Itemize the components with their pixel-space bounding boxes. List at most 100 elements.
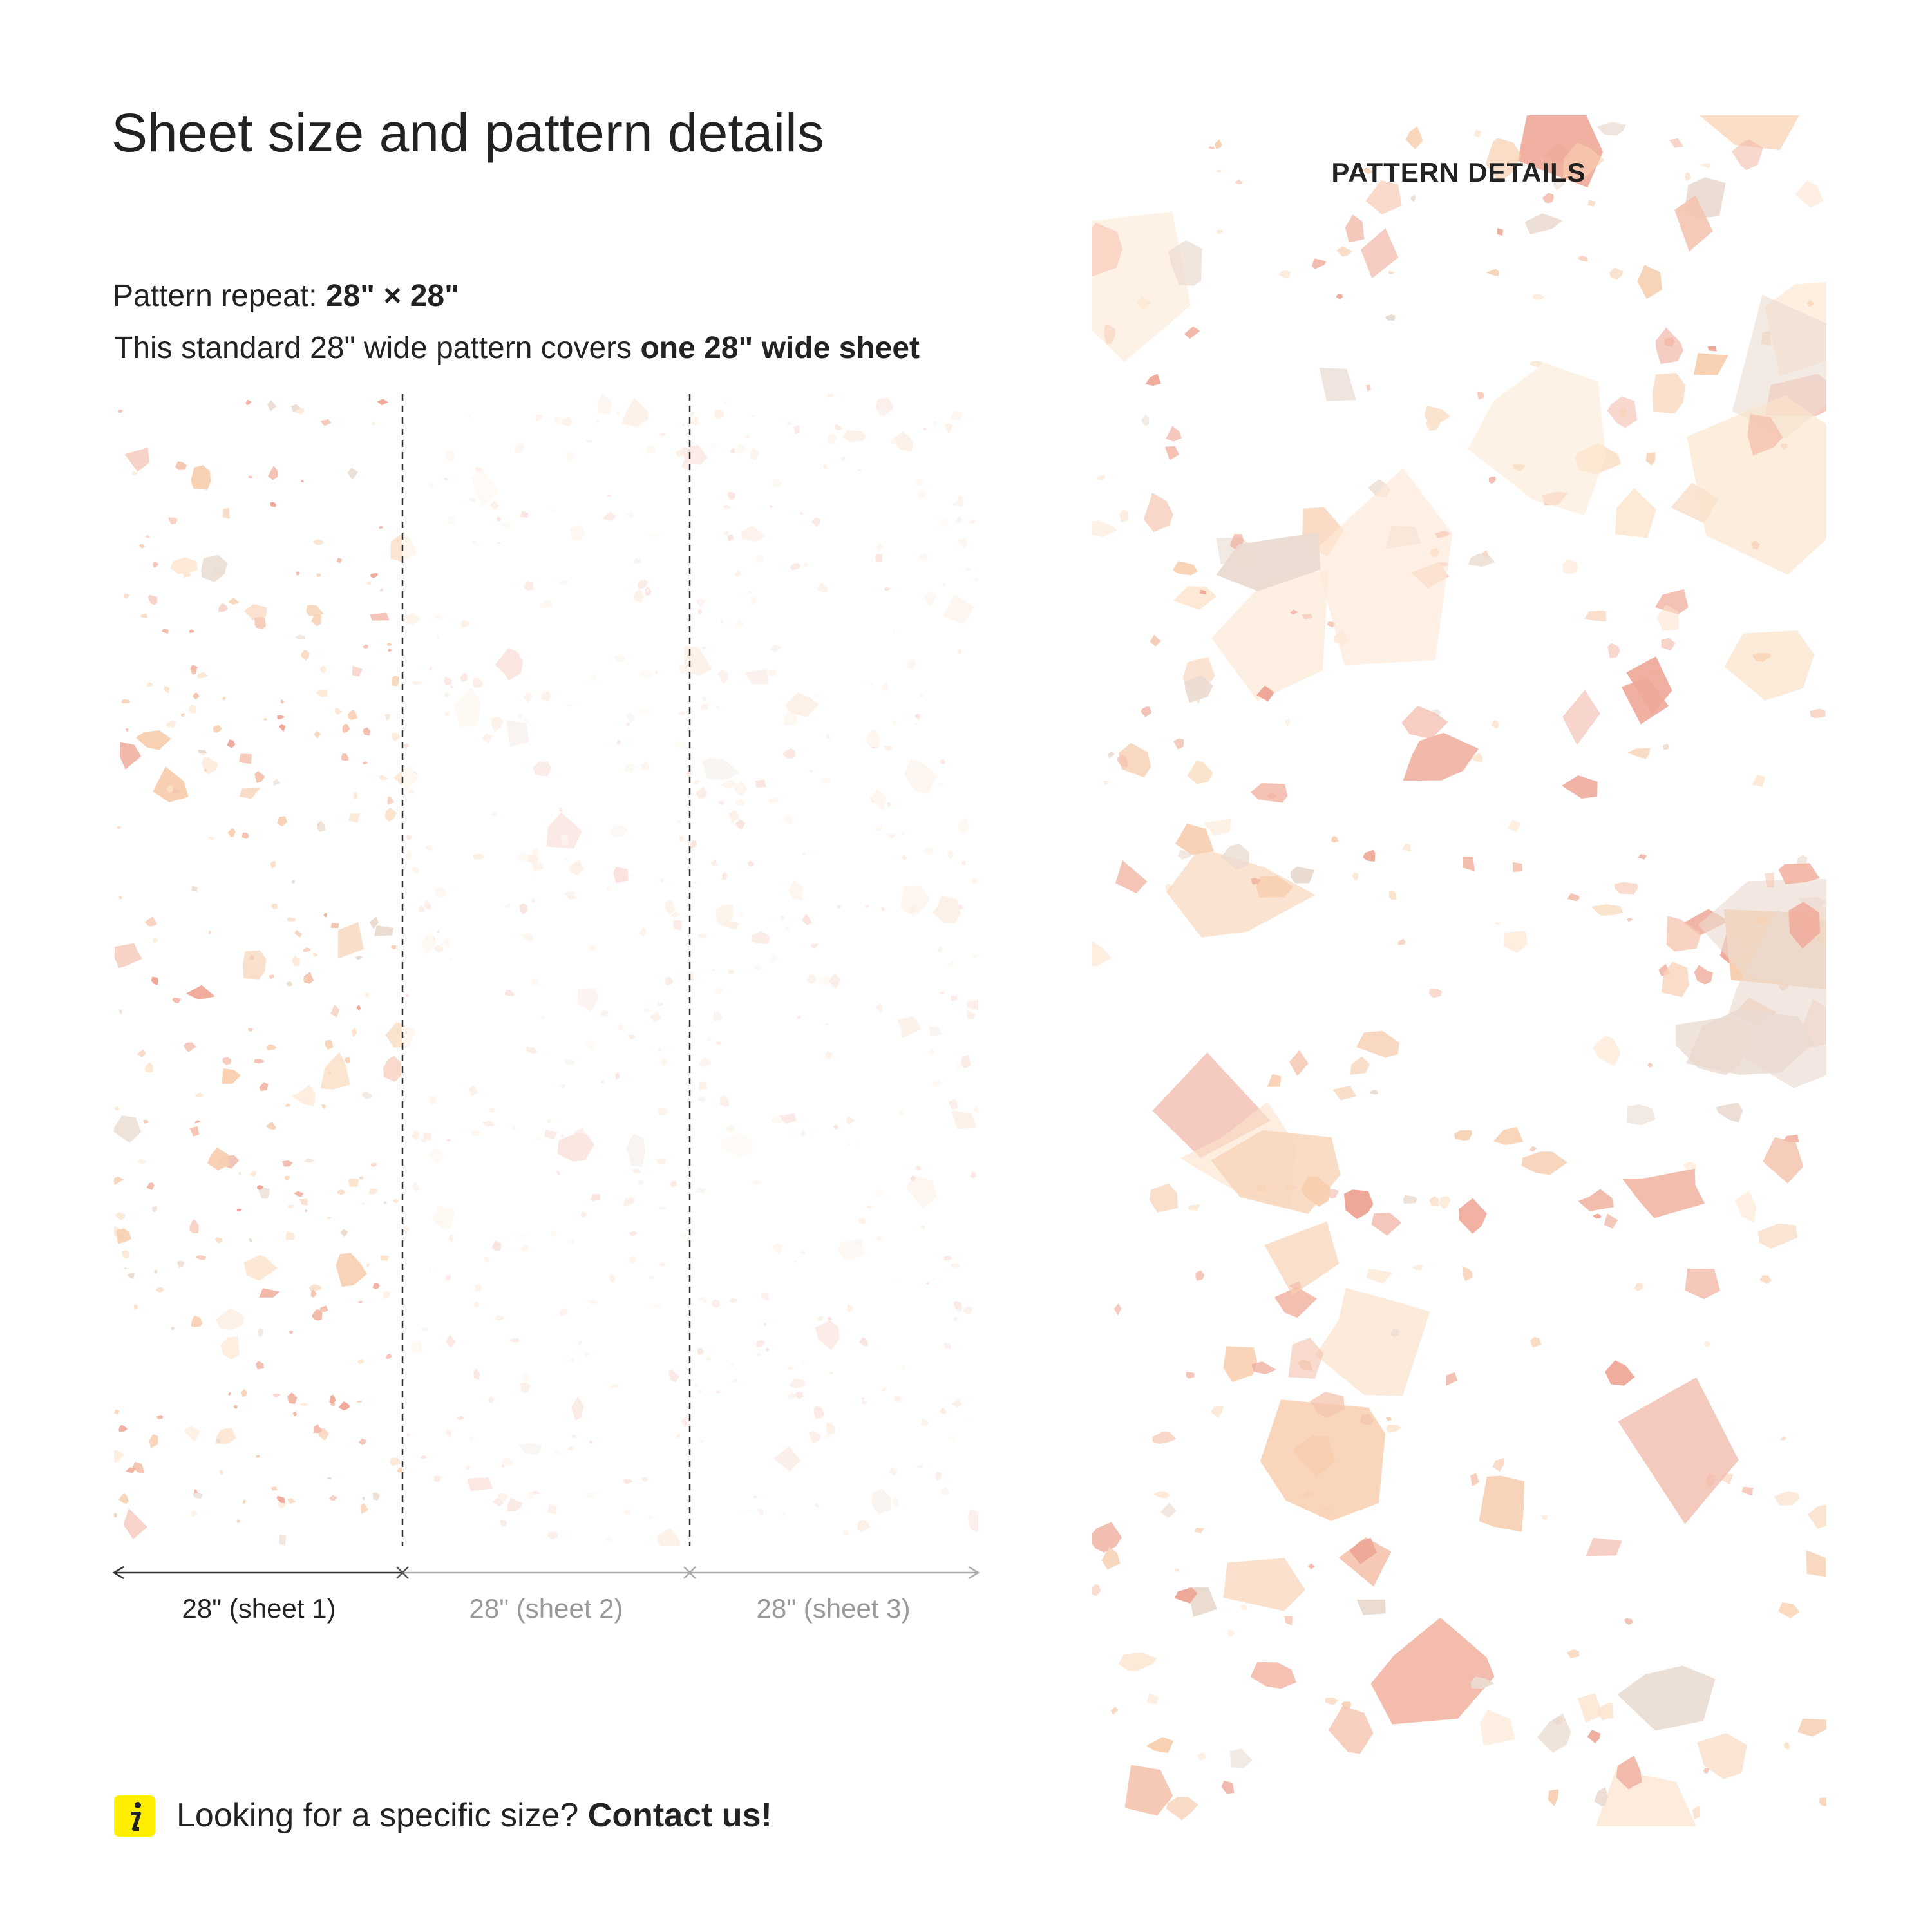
terrazzo-chip: [166, 784, 174, 793]
terrazzo-chip: [1609, 267, 1624, 280]
terrazzo-chip: [1204, 819, 1231, 836]
terrazzo-chip: [118, 1425, 128, 1432]
terrazzo-chip: [1210, 1406, 1224, 1418]
terrazzo-chip: [1562, 775, 1598, 799]
terrazzo-chip: [1552, 1716, 1564, 1726]
terrazzo-chip: [270, 860, 276, 869]
terrazzo-chip: [1124, 1765, 1173, 1816]
terrazzo-chip: [1264, 1221, 1340, 1296]
terrazzo-chip: [1227, 1629, 1236, 1637]
terrazzo-chip: [1092, 1584, 1101, 1596]
terrazzo-chip: [310, 1289, 317, 1298]
terrazzo-chip: [1149, 1183, 1178, 1213]
terrazzo-chip: [208, 836, 215, 840]
text: This standard 28" wide pattern covers: [114, 331, 632, 365]
terrazzo-chip: [151, 1205, 158, 1213]
terrazzo-chip: [175, 461, 187, 470]
terrazzo-chip: [337, 1189, 346, 1195]
terrazzo-chip: [239, 788, 261, 799]
terrazzo-chip: [195, 1255, 207, 1260]
terrazzo-chip: [391, 675, 399, 687]
terrazzo-chip: [124, 1267, 128, 1269]
terrazzo-chip: [1240, 1604, 1247, 1611]
terrazzo-chip: [123, 1508, 147, 1539]
terrazzo-chip: [257, 1184, 263, 1190]
terrazzo-chip: [323, 913, 327, 918]
terrazzo-chip: [328, 1495, 338, 1501]
terrazzo-chip: [1184, 675, 1213, 703]
terrazzo-chip: [1578, 1189, 1614, 1211]
terrazzo-chip: [1216, 169, 1222, 173]
terrazzo-chip: [1197, 1752, 1207, 1761]
terrazzo-chip: [1164, 446, 1179, 460]
terrazzo-chip: [1092, 211, 1191, 362]
terrazzo-chip: [132, 471, 138, 476]
terrazzo-chip: [256, 1455, 260, 1458]
terrazzo-chip: [183, 1042, 197, 1052]
terrazzo-chip: [222, 696, 226, 701]
terrazzo-chip: [1586, 1537, 1622, 1557]
terrazzo-chip: [1724, 630, 1814, 701]
terrazzo-chip: [370, 573, 379, 578]
terrazzo-chip: [287, 1392, 298, 1405]
terrazzo-chip: [1349, 1056, 1370, 1075]
terrazzo-chip: [1596, 1703, 1613, 1721]
terrazzo-chip: [215, 1428, 236, 1444]
terrazzo-chip: [1752, 653, 1772, 662]
terrazzo-chip: [1494, 922, 1501, 925]
terrazzo-chip: [114, 1450, 124, 1463]
terrazzo-chip: [1143, 493, 1173, 533]
terrazzo-chip: [312, 540, 324, 545]
terrazzo-chip: [1284, 1616, 1293, 1626]
terrazzo-chip: [1774, 1491, 1800, 1506]
terrazzo-chip: [147, 594, 158, 605]
terrazzo-chip: [1470, 1473, 1479, 1487]
terrazzo-chip: [114, 943, 142, 969]
terrazzo-chip: [1551, 177, 1565, 191]
terrazzo-chip: [1594, 1786, 1608, 1806]
terrazzo-chip: [1256, 875, 1294, 898]
terrazzo-chip: [1361, 228, 1399, 279]
terrazzo-chip: [359, 1176, 365, 1180]
terrazzo-chip: [193, 1492, 203, 1499]
terrazzo-chip: [342, 724, 350, 734]
terrazzo-chip: [194, 1120, 201, 1124]
terrazzo-chip: [201, 554, 228, 582]
terrazzo-chip: [1446, 1372, 1458, 1386]
terrazzo-chip: [1429, 1195, 1439, 1206]
terrazzo-chip: [259, 1288, 280, 1298]
terrazzo-chip: [132, 1461, 145, 1473]
terrazzo-chip: [1385, 314, 1396, 321]
terrazzo-chip: [357, 1359, 365, 1364]
terrazzo-chip: [1311, 258, 1327, 269]
contact-link[interactable]: Contact us!: [587, 1797, 772, 1834]
terrazzo-chip: [266, 1044, 277, 1051]
terrazzo-chip: [1390, 1328, 1400, 1338]
terrazzo-chip: [377, 399, 389, 406]
terrazzo-chip: [327, 1217, 332, 1219]
terrazzo-chip: [299, 1402, 309, 1407]
terrazzo-chip: [296, 571, 299, 576]
terrazzo-chip: [362, 761, 368, 765]
terrazzo-chip: [362, 1496, 365, 1501]
terrazzo-chip: [1687, 395, 1826, 575]
terrazzo-chip: [1638, 854, 1647, 860]
terrazzo-chip: [1807, 1504, 1826, 1530]
terrazzo-chip: [1626, 917, 1634, 922]
terrazzo-chip: [1731, 139, 1763, 171]
terrazzo-chip: [1616, 1756, 1642, 1790]
terrazzo-chip: [1806, 299, 1815, 307]
terrazzo-chip: [1645, 452, 1656, 466]
terrazzo-chip: [1470, 1676, 1495, 1689]
terrazzo-chip: [291, 955, 300, 967]
terrazzo-chip: [254, 1059, 265, 1064]
terrazzo-chip: [1491, 720, 1500, 729]
terrazzo-chip: [1110, 1707, 1119, 1715]
terrazzo-chip: [207, 1147, 230, 1171]
terrazzo-chip: [244, 603, 267, 620]
terrazzo-chip: [1115, 860, 1148, 894]
terrazzo-chip: [1221, 1780, 1235, 1794]
terrazzo-chip: [220, 1336, 240, 1359]
terrazzo-chip: [314, 730, 321, 739]
